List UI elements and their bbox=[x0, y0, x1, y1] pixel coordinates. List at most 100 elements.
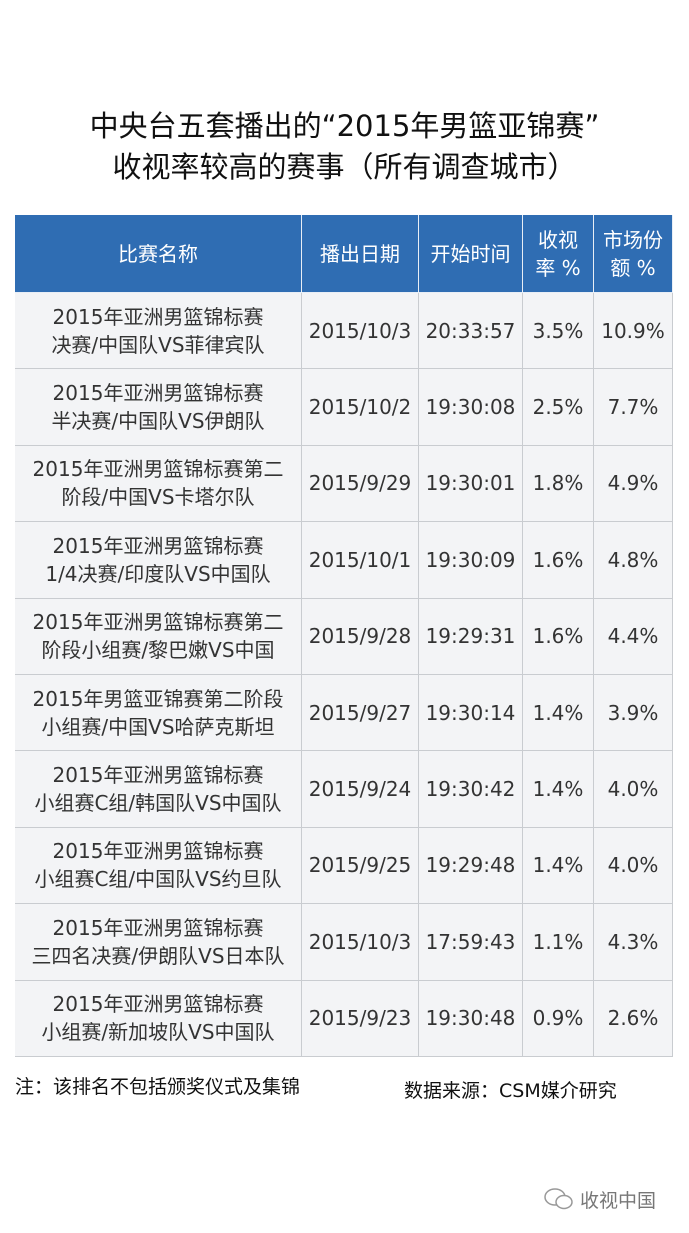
table-cell: 3.9% bbox=[594, 675, 673, 752]
cell-text: 1.4% bbox=[532, 777, 584, 802]
table-cell: 市场份额 % bbox=[594, 215, 673, 293]
cell-text: 4.4% bbox=[607, 624, 659, 649]
table-cell: 2015年男篮亚锦赛第二阶段 小组赛/中国VS哈萨克斯坦 bbox=[15, 675, 302, 752]
cell-text: 2.6% bbox=[607, 1006, 659, 1031]
cell-text: 2015/10/1 bbox=[308, 547, 412, 572]
cell-text: 19:30:42 bbox=[425, 777, 516, 802]
cell-text: 小组赛C组/韩国队VS中国队 bbox=[34, 791, 282, 816]
title-line: 中央台五套播出的“2015年男篮亚锦赛” bbox=[89, 109, 600, 143]
cell-text: 半决赛/中国队VS伊朗队 bbox=[51, 409, 265, 434]
source: 数据来源：CSM媒介研究 bbox=[404, 1080, 617, 1102]
table-cell: 2015/9/28 bbox=[302, 598, 419, 675]
cell-text: 4.0% bbox=[607, 853, 659, 878]
cell-text: 1.4% bbox=[532, 700, 584, 725]
table-cell: 19:30:48 bbox=[419, 980, 523, 1057]
cell-text: 7.7% bbox=[607, 395, 659, 420]
cell-text: 阶段/中国VS卡塔尔队 bbox=[61, 485, 255, 510]
cell-text: 2015/9/27 bbox=[308, 700, 412, 725]
cell-text: 小组赛/中国VS哈萨克斯坦 bbox=[41, 714, 275, 739]
cell-text: 2015/9/24 bbox=[308, 777, 412, 802]
table-cell: 7.7% bbox=[594, 369, 673, 446]
table-cell: 播出日期 bbox=[302, 215, 419, 293]
table-cell: 4.3% bbox=[594, 904, 673, 981]
table-cell: 4.0% bbox=[594, 751, 673, 828]
cell-text: 1/4决赛/印度队VS中国队 bbox=[45, 561, 271, 586]
table-cell: 2.5% bbox=[523, 369, 594, 446]
cell-text: 0.9% bbox=[532, 1006, 584, 1031]
table-cell: 19:29:48 bbox=[419, 827, 523, 905]
table-cell: 2015年亚洲男篮锦标赛 小组赛/新加坡队VS中国队 bbox=[15, 980, 302, 1057]
table-cell: 2015年亚洲男篮锦标赛第二 阶段/中国VS卡塔尔队 bbox=[15, 445, 302, 523]
cell-text: 市场份 bbox=[603, 227, 663, 252]
footnote: 注：该排名不包括颁奖仪式及集锦 bbox=[15, 1076, 301, 1098]
cell-text: 20:33:57 bbox=[425, 318, 516, 343]
cell-text: 19:30:08 bbox=[425, 395, 516, 420]
table-cell: 10.9% bbox=[594, 293, 673, 370]
table-cell: 19:30:08 bbox=[419, 369, 523, 446]
table-cell: 2015年亚洲男篮锦标赛 1/4决赛/印度队VS中国队 bbox=[15, 522, 302, 599]
table-cell: 2015/9/27 bbox=[302, 675, 419, 752]
cell-text: 2.5% bbox=[532, 395, 584, 420]
cell-text: 2015年亚洲男篮锦标赛 bbox=[52, 915, 264, 940]
table-cell: 1.6% bbox=[523, 598, 594, 675]
table-cell: 2015/9/25 bbox=[302, 827, 419, 905]
cell-text: 3.5% bbox=[532, 318, 584, 343]
table-cell: 比赛名称 bbox=[15, 215, 302, 293]
table-cell: 2015年亚洲男篮锦标赛 小组赛C组/韩国队VS中国队 bbox=[15, 751, 302, 828]
cell-text: 阶段小组赛/黎巴嫩VS中国 bbox=[41, 638, 275, 663]
table-cell: 2015年亚洲男篮锦标赛 半决赛/中国队VS伊朗队 bbox=[15, 369, 302, 446]
cell-text: 2015/10/3 bbox=[308, 929, 412, 954]
table-cell: 2015年亚洲男篮锦标赛第二 阶段小组赛/黎巴嫩VS中国 bbox=[15, 598, 302, 675]
cell-text: 2015年亚洲男篮锦标赛 bbox=[52, 839, 264, 864]
table-cell: 1.4% bbox=[523, 751, 594, 828]
table-cell: 1.4% bbox=[523, 827, 594, 905]
cell-text: 1.6% bbox=[532, 547, 584, 572]
table-cell: 3.5% bbox=[523, 293, 594, 370]
cell-text: 2015年男篮亚锦赛第二阶段 bbox=[32, 686, 284, 711]
table-cell: 1.4% bbox=[523, 675, 594, 752]
table-cell: 4.8% bbox=[594, 522, 673, 599]
cell-text: 2015年亚洲男篮锦标赛 bbox=[52, 533, 264, 558]
table-cell: 2015/9/29 bbox=[302, 445, 419, 523]
cell-text: 10.9% bbox=[601, 318, 665, 343]
cell-text: 小组赛/新加坡队VS中国队 bbox=[41, 1020, 275, 1045]
cell-text: 19:30:09 bbox=[425, 547, 516, 572]
table-cell: 2015年亚洲男篮锦标赛 决赛/中国队VS菲律宾队 bbox=[15, 293, 302, 370]
table-cell: 20:33:57 bbox=[419, 293, 523, 370]
table-cell: 2015/9/23 bbox=[302, 980, 419, 1057]
table-cell: 19:30:09 bbox=[419, 522, 523, 599]
cell-text: 4.0% bbox=[607, 777, 659, 802]
cell-text: 2015年亚洲男篮锦标赛第二 bbox=[32, 457, 284, 482]
table-cell: 收视率 % bbox=[523, 215, 594, 293]
cell-text: 4.9% bbox=[607, 471, 659, 496]
table-cell: 0.9% bbox=[523, 980, 594, 1057]
cell-text: 2015/9/28 bbox=[308, 624, 412, 649]
table-cell: 2015年亚洲男篮锦标赛 小组赛C组/中国队VS约旦队 bbox=[15, 827, 302, 905]
table-cell: 2015/10/3 bbox=[302, 293, 419, 370]
cell-text: 2015/9/23 bbox=[308, 1006, 412, 1031]
cell-text: 播出日期 bbox=[320, 241, 400, 266]
cell-text: 4.8% bbox=[607, 547, 659, 572]
cell-text: 2015年亚洲男篮锦标赛 bbox=[52, 381, 264, 406]
cell-text: 开始时间 bbox=[430, 241, 511, 266]
cell-text: 2015/10/2 bbox=[308, 395, 412, 420]
table-cell: 4.9% bbox=[594, 445, 673, 523]
cell-text: 2015年亚洲男篮锦标赛 bbox=[52, 763, 264, 788]
table-cell: 19:30:01 bbox=[419, 445, 523, 523]
table-cell: 2015/10/2 bbox=[302, 369, 419, 446]
cell-text: 1.8% bbox=[532, 471, 584, 496]
cell-text: 率 % bbox=[535, 255, 581, 280]
cell-text: 19:29:48 bbox=[425, 853, 516, 878]
cell-text: 收视 bbox=[538, 227, 578, 252]
table-cell: 1.1% bbox=[523, 904, 594, 981]
cell-text: 比赛名称 bbox=[118, 241, 198, 266]
cell-text: 3.9% bbox=[607, 700, 659, 725]
cell-text: 2015/10/3 bbox=[308, 318, 412, 343]
table-cell: 19:29:31 bbox=[419, 598, 523, 675]
cell-text: 17:59:43 bbox=[425, 929, 516, 954]
table-cell: 2015年亚洲男篮锦标赛 三四名决赛/伊朗队VS日本队 bbox=[15, 904, 302, 981]
wechat-icon bbox=[544, 1188, 573, 1210]
cell-text: 2015年亚洲男篮锦标赛 bbox=[52, 304, 264, 329]
cell-text: 2015/9/25 bbox=[308, 853, 412, 878]
